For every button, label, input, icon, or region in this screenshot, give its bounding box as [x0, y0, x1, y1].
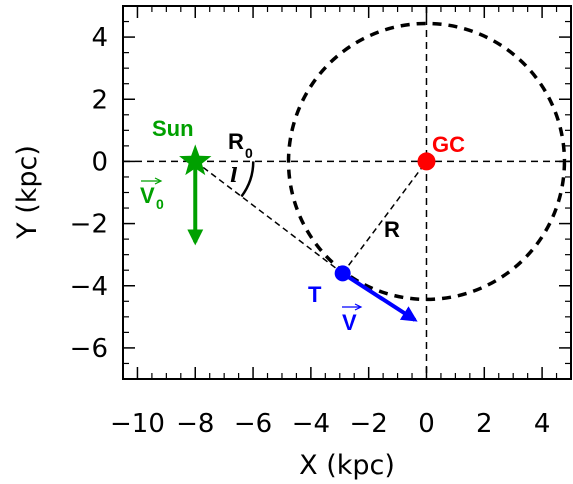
angle-arc: [240, 161, 255, 198]
sun-label: Sun: [152, 116, 194, 141]
axis-ticks: −10 −8 −6 −4 −2 0 2 4 −6 −4 −2 0 2 4: [70, 5, 572, 439]
x-tick-label: 4: [534, 409, 551, 439]
y-tick-label: −2: [70, 210, 108, 240]
y-tick-label: 0: [91, 147, 108, 177]
sun-velocity-label: V 0: [140, 177, 164, 212]
tracer-to-gc-line: [342, 160, 428, 274]
svg-text:0: 0: [156, 196, 164, 212]
y-tick-label: 2: [91, 85, 108, 115]
y-tick-label: −4: [70, 272, 108, 302]
svg-text:V: V: [342, 310, 357, 335]
r-label: R: [384, 217, 400, 242]
dashed-circle: [286, 21, 567, 302]
galactic-center-marker: [417, 152, 436, 171]
x-tick-label: −10: [110, 409, 165, 439]
x-tick-label: −2: [350, 409, 388, 439]
x-tick-label: 2: [476, 409, 493, 439]
tracer-label: T: [308, 282, 322, 307]
tracer-marker: [334, 265, 351, 282]
x-tick-label: −4: [292, 409, 330, 439]
x-tick-label: 0: [418, 409, 435, 439]
y-tick-label: −6: [70, 334, 108, 364]
y-axis-title: Y (kpc): [12, 145, 43, 240]
x-tick-label: −8: [176, 409, 214, 439]
svg-text:R: R: [228, 129, 244, 154]
sun-to-tracer-line: [194, 160, 344, 274]
x-tick-label: −6: [234, 409, 272, 439]
y-tick-label: 4: [91, 23, 108, 53]
sun-star-marker: [179, 144, 212, 176]
svg-text:0: 0: [245, 145, 253, 161]
gc-label: GC: [432, 132, 465, 157]
tracer-velocity-label: V: [342, 303, 363, 335]
r0-label: R 0: [228, 129, 253, 161]
svg-text:V: V: [140, 183, 155, 208]
tracer-velocity-arrow: [341, 271, 418, 322]
x-axis-title: X (kpc): [299, 450, 395, 481]
angle-label: l: [230, 163, 238, 187]
